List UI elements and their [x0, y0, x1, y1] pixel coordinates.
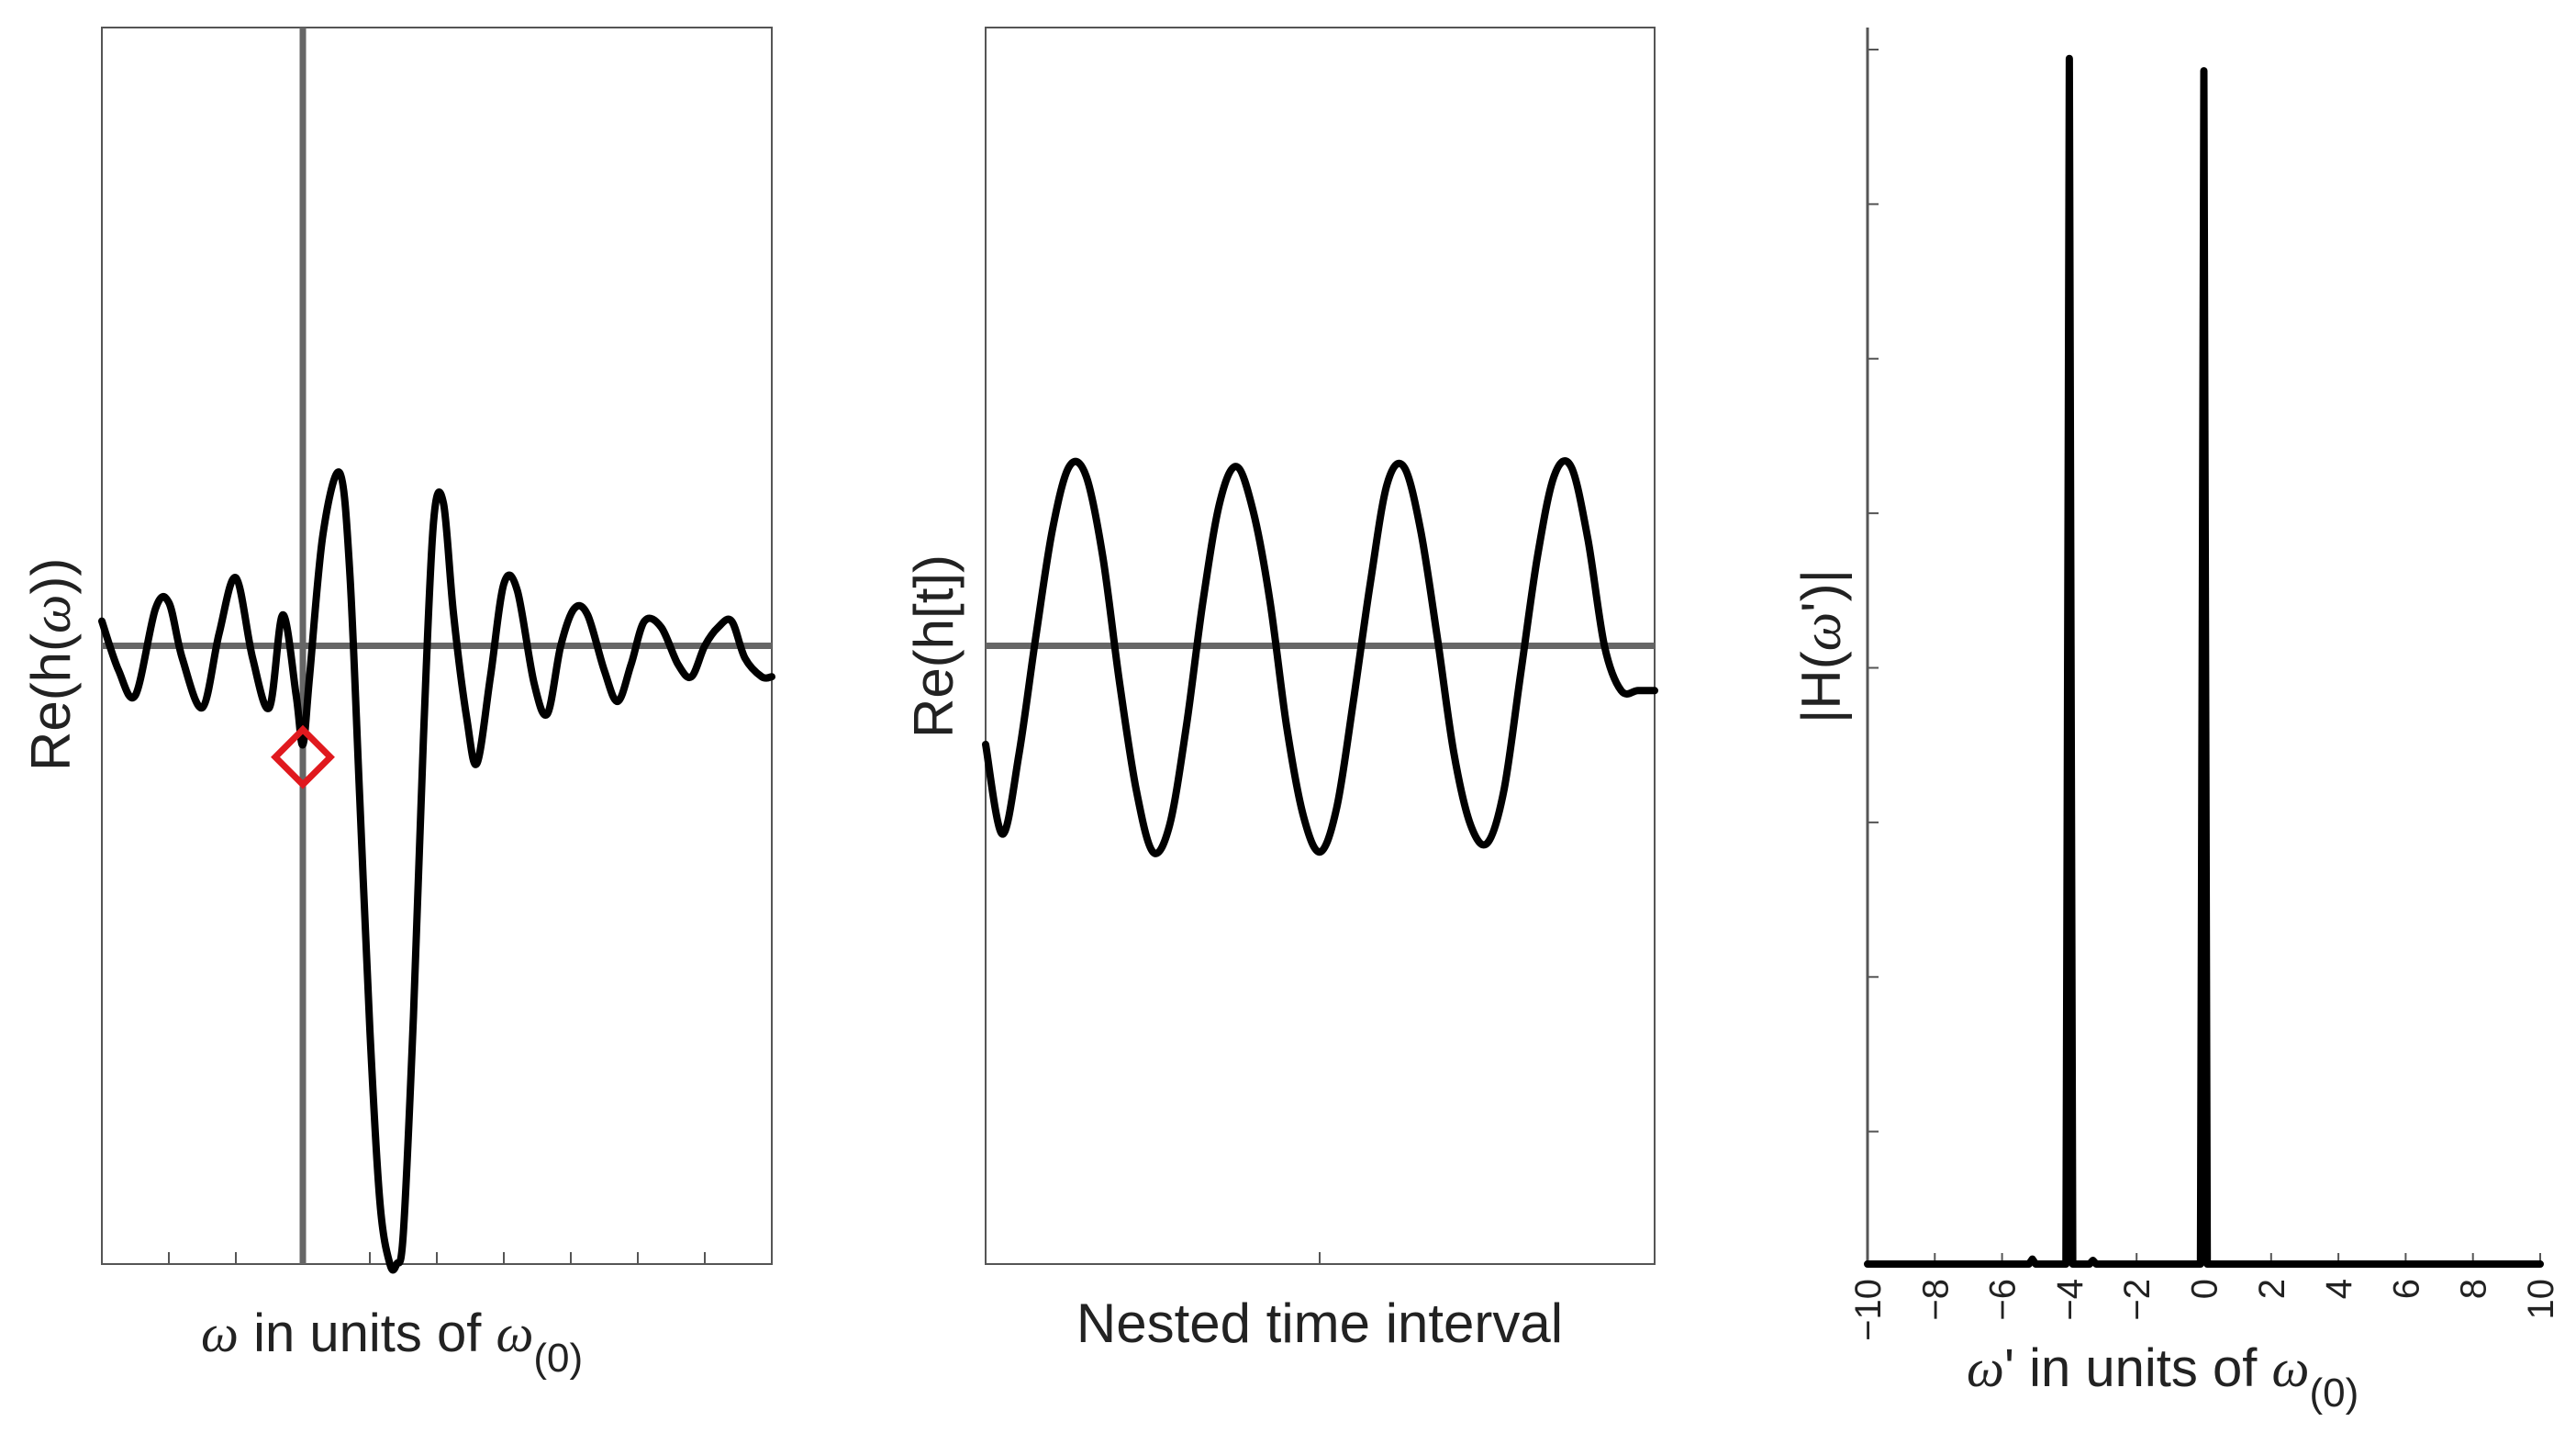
panel-2-x-axis-label: Nested time interval — [1076, 1293, 1563, 1354]
panel-3-x-tick-label: 8 — [2454, 1279, 2494, 1299]
panel-1: ω in units of ω(0) Re(h(ω)) — [20, 27, 775, 1381]
panel-3-x-tick-label: 6 — [2386, 1279, 2426, 1299]
panel-1-series-line — [98, 468, 775, 1274]
panel-3-series-line — [1864, 54, 2544, 1268]
panel-3-x-tick-label: −6 — [1983, 1279, 2024, 1321]
panel-1-ticks — [168, 1252, 706, 1264]
panel-3-x-tick-label: −4 — [2050, 1279, 2091, 1321]
panel-3-x-tick-label: −10 — [1848, 1279, 1889, 1341]
panel-3-x-axis-label: ω' in units of ω(0) — [1967, 1338, 2359, 1416]
panel-3-x-tick-label: −8 — [1915, 1279, 1956, 1321]
panel-3-x-ticks: −10 −8 −6 −4 −2 0 2 4 6 8 10 — [1848, 1253, 2561, 1341]
panel-3-y-axis-label: |H(ω')| — [1790, 569, 1852, 723]
panel-3-x-tick-label: 2 — [2252, 1279, 2292, 1299]
panel-3-x-tick-label: −2 — [2117, 1279, 2158, 1321]
panel-2-y-axis-label: Re(h[t]) — [903, 554, 965, 738]
panel-2-series-line — [982, 457, 1658, 857]
panel-1-x-axis-label: ω in units of ω(0) — [201, 1304, 583, 1381]
panel-3: −10 −8 −6 −4 −2 0 2 4 6 8 10 ω' in units of ω(0) |… — [1790, 28, 2561, 1416]
panel-3-y-ticks — [1868, 49, 1879, 1133]
panel-1-diamond-marker — [271, 724, 335, 789]
panel-1-y-axis-label: Re(h(ω)) — [20, 558, 82, 771]
panel-3-x-tick-label: 0 — [2185, 1279, 2225, 1299]
panel-3-x-tick-label: 4 — [2319, 1279, 2359, 1299]
panel-2: Nested time interval Re(h[t]) — [903, 27, 1658, 1354]
panel-3-x-tick-label: 10 — [2521, 1279, 2561, 1320]
